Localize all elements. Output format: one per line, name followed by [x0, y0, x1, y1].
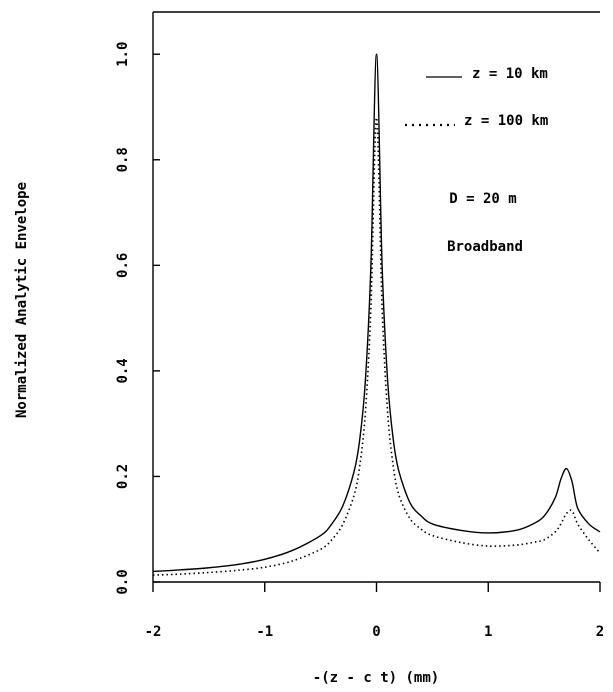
- axes-layer: [152, 11, 601, 592]
- y-tick-label: 0.2: [115, 464, 131, 489]
- tick-label-layer: 0.0 0.2 0.4 0.6 0.8 1.0 -2 -1 0 1 2: [115, 42, 604, 640]
- x-tick-label: 2: [596, 624, 604, 640]
- y-tick-label: 0.6: [115, 253, 131, 278]
- x-tick-label: 1: [484, 624, 492, 640]
- y-axis-title: Normalized Analytic Envelope: [14, 182, 30, 418]
- legend: z = 10 km z = 100 km: [405, 66, 548, 129]
- series-line-z-100km: [152, 116, 601, 576]
- annotation-depth: D = 20 m: [449, 191, 516, 207]
- series-layer: [152, 53, 601, 576]
- y-tick-label: 0.4: [115, 358, 131, 383]
- y-tick-label: 1.0: [115, 42, 131, 67]
- y-tick-label: 0.8: [115, 147, 131, 172]
- x-tick-label: -1: [256, 624, 273, 640]
- y-tick-label: 0.0: [115, 569, 131, 594]
- legend-label-z-100km: z = 100 km: [464, 113, 548, 129]
- x-axis-title: -(z - c t) (mm): [313, 670, 439, 686]
- series-line-z-10km: [152, 53, 601, 573]
- x-tick-label: 0: [372, 624, 380, 640]
- x-tick-label: -2: [145, 624, 162, 640]
- legend-label-z-10km: z = 10 km: [472, 66, 548, 82]
- annotation-broadband: Broadband: [447, 239, 523, 255]
